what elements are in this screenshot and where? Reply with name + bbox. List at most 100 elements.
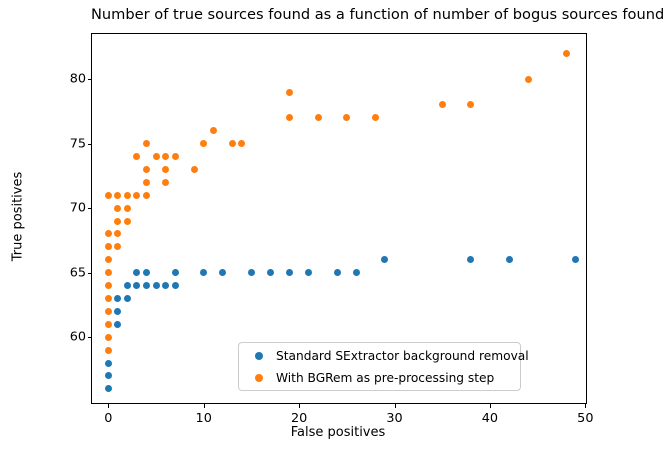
- data-point: [190, 165, 198, 173]
- data-point: [286, 114, 294, 122]
- data-point: [247, 269, 255, 277]
- data-point: [104, 282, 112, 290]
- data-point: [467, 256, 475, 264]
- data-point: [104, 359, 112, 367]
- y-tick-mark: [88, 272, 92, 274]
- data-point: [142, 282, 150, 290]
- data-point: [104, 256, 112, 264]
- data-point: [371, 114, 379, 122]
- y-tick-mark: [88, 337, 92, 339]
- x-tick-label: 50: [577, 411, 594, 426]
- data-point: [314, 114, 322, 122]
- data-point: [114, 230, 122, 238]
- legend-marker-orange-dot-icon: [255, 374, 263, 382]
- data-point: [104, 307, 112, 315]
- x-tick-mark: [203, 404, 205, 408]
- data-point: [305, 269, 313, 277]
- y-tick-mark: [88, 143, 92, 145]
- y-tick-mark: [88, 208, 92, 210]
- data-point: [104, 346, 112, 354]
- y-tick-label: 80: [69, 71, 86, 87]
- data-point: [104, 385, 112, 393]
- data-point: [562, 49, 570, 57]
- data-point: [572, 256, 580, 264]
- legend-label: With BGRem as pre-processing step: [276, 371, 495, 385]
- x-tick-label: 30: [386, 411, 403, 426]
- data-point: [171, 153, 179, 161]
- data-point: [133, 282, 141, 290]
- y-tick-label: 60: [69, 329, 86, 345]
- data-point: [171, 269, 179, 277]
- data-point: [238, 140, 246, 148]
- data-point: [505, 256, 513, 264]
- data-point: [171, 282, 179, 290]
- legend-item-bgrem: With BGRem as pre-processing step: [249, 367, 494, 389]
- data-point: [142, 269, 150, 277]
- data-point: [104, 269, 112, 277]
- data-point: [114, 294, 122, 302]
- data-point: [286, 269, 294, 277]
- y-axis-label: True positives: [10, 171, 26, 262]
- data-point: [104, 333, 112, 341]
- x-tick-label: 20: [290, 411, 308, 426]
- data-point: [200, 140, 208, 148]
- data-point: [467, 101, 475, 109]
- x-tick-mark: [108, 404, 110, 408]
- data-point: [133, 269, 141, 277]
- data-point: [162, 282, 170, 290]
- data-point: [104, 320, 112, 328]
- data-point: [524, 75, 532, 83]
- x-tick-mark: [299, 404, 301, 408]
- data-point: [104, 243, 112, 251]
- data-point: [142, 191, 150, 199]
- y-tick-label: 75: [69, 136, 86, 152]
- data-point: [286, 88, 294, 96]
- data-point: [104, 294, 112, 302]
- data-point: [114, 217, 122, 225]
- y-tick-label: 65: [69, 265, 86, 281]
- x-tick-label: 10: [195, 411, 212, 426]
- data-point: [133, 191, 141, 199]
- data-point: [162, 153, 170, 161]
- data-point: [343, 114, 351, 122]
- x-axis-label: False positives: [290, 425, 386, 440]
- x-tick-label: 0: [104, 411, 113, 426]
- data-point: [104, 230, 112, 238]
- x-tick-mark: [489, 404, 491, 408]
- data-point: [114, 307, 122, 315]
- data-point: [114, 191, 122, 199]
- legend-label: Standard SExtractor background removal: [276, 349, 529, 363]
- data-point: [162, 178, 170, 186]
- data-point: [104, 191, 112, 199]
- data-point: [142, 165, 150, 173]
- legend-item-standard-sextractor: Standard SExtractor background removal: [249, 345, 529, 367]
- data-point: [142, 140, 150, 148]
- data-point: [123, 282, 131, 290]
- data-point: [152, 282, 160, 290]
- data-point: [104, 372, 112, 380]
- data-point: [352, 269, 360, 277]
- y-tick-label: 70: [69, 200, 86, 216]
- data-point: [123, 294, 131, 302]
- data-point: [381, 256, 389, 264]
- data-point: [123, 217, 131, 225]
- legend-marker-blue-dot-icon: [255, 352, 263, 360]
- data-point: [123, 204, 131, 212]
- x-tick-mark: [585, 404, 587, 408]
- data-point: [123, 191, 131, 199]
- data-point: [152, 153, 160, 161]
- data-point: [219, 269, 227, 277]
- data-point: [209, 127, 217, 135]
- data-point: [333, 269, 341, 277]
- data-point: [114, 243, 122, 251]
- data-point: [162, 165, 170, 173]
- data-point: [114, 320, 122, 328]
- legend: Standard SExtractor background removal W…: [238, 342, 529, 391]
- chart-title: Number of true sources found as a functi…: [91, 6, 665, 23]
- data-point: [142, 178, 150, 186]
- plot-area: 0 10 20 30 40 50 60 65 70 75 80 Standard SExtracto…: [70, 33, 593, 426]
- data-point: [228, 140, 236, 148]
- x-tick-mark: [394, 404, 396, 408]
- data-point: [114, 204, 122, 212]
